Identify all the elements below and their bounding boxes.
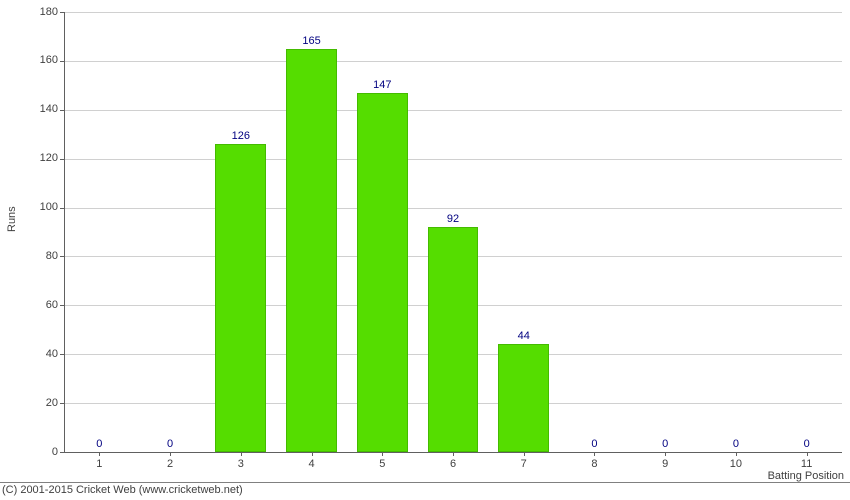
x-axis-title: Batting Position	[768, 470, 844, 482]
x-tick-mark	[453, 452, 454, 456]
x-tick-label: 9	[662, 458, 668, 470]
bar-value-label: 147	[373, 79, 391, 91]
y-axis-title: Runs	[6, 206, 18, 232]
bar-value-label: 44	[518, 330, 530, 342]
x-tick-label: 2	[167, 458, 173, 470]
bar-value-label: 0	[167, 438, 173, 450]
bar-fill	[357, 93, 408, 452]
x-tick-label: 5	[379, 458, 385, 470]
gridline	[64, 159, 842, 160]
x-tick-mark	[524, 452, 525, 456]
y-tick-label: 140	[40, 103, 58, 115]
x-tick-label: 1	[96, 458, 102, 470]
y-axis	[64, 12, 65, 452]
plot-area: 0 0 126 165 147 92 44 0 0 0 0	[64, 12, 842, 452]
y-tick-label: 20	[46, 397, 58, 409]
y-tick-label: 100	[40, 201, 58, 213]
x-tick-label: 3	[238, 458, 244, 470]
chart-container: (C) 2001-2015 Cricket Web (www.cricketwe…	[0, 0, 850, 500]
x-tick-label: 4	[308, 458, 314, 470]
x-tick-label: 7	[521, 458, 527, 470]
gridline	[64, 61, 842, 62]
y-tick-label: 120	[40, 152, 58, 164]
bar-fill	[215, 144, 266, 452]
x-tick-mark	[241, 452, 242, 456]
x-tick-mark	[312, 452, 313, 456]
y-tick-label: 180	[40, 6, 58, 18]
bar-value-label: 0	[591, 438, 597, 450]
bar-fill	[428, 227, 479, 452]
bar-value-label: 165	[302, 35, 320, 47]
bar-value-label: 0	[733, 438, 739, 450]
bar-value-label: 0	[804, 438, 810, 450]
x-tick-mark	[99, 452, 100, 456]
bar	[215, 144, 266, 452]
footer-divider	[0, 482, 850, 483]
bar-value-label: 126	[232, 130, 250, 142]
y-tick-label: 160	[40, 54, 58, 66]
footer-text: (C) 2001-2015 Cricket Web (www.cricketwe…	[2, 484, 243, 496]
bar-fill	[498, 344, 549, 452]
bar-value-label: 0	[662, 438, 668, 450]
x-tick-mark	[807, 452, 808, 456]
x-tick-mark	[170, 452, 171, 456]
gridline	[64, 110, 842, 111]
bar	[286, 49, 337, 452]
y-tick-label: 80	[46, 250, 58, 262]
y-tick-label: 60	[46, 299, 58, 311]
bar-value-label: 92	[447, 213, 459, 225]
x-tick-mark	[736, 452, 737, 456]
y-tick-label: 40	[46, 348, 58, 360]
bar	[498, 344, 549, 452]
x-tick-mark	[382, 452, 383, 456]
bar-fill	[286, 49, 337, 452]
x-tick-label: 10	[730, 458, 742, 470]
x-tick-label: 8	[591, 458, 597, 470]
bar	[357, 93, 408, 452]
bar	[428, 227, 479, 452]
x-tick-label: 6	[450, 458, 456, 470]
bar-value-label: 0	[96, 438, 102, 450]
gridline	[64, 12, 842, 13]
gridline	[64, 208, 842, 209]
y-tick-label: 0	[52, 446, 58, 458]
x-tick-label: 11	[801, 458, 812, 470]
x-tick-mark	[665, 452, 666, 456]
x-tick-mark	[594, 452, 595, 456]
